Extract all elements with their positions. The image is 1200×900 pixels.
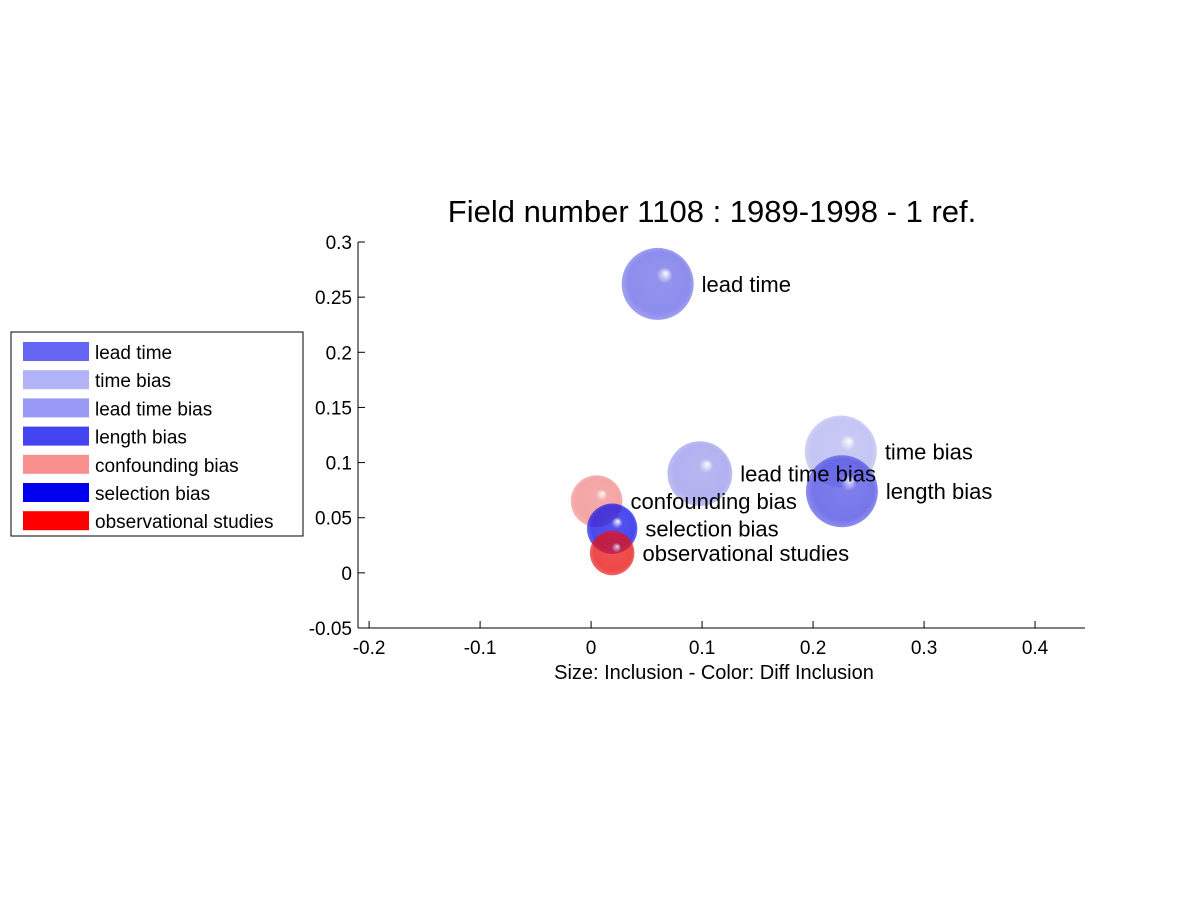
y-tick-label: 0.15 <box>315 398 352 419</box>
x-tick-label: 0.4 <box>1022 638 1049 659</box>
legend-label: lead time bias <box>95 399 212 420</box>
y-tick-label: 0.1 <box>326 454 352 475</box>
bubble-label: confounding bias <box>631 489 797 514</box>
y-tick-label: 0.3 <box>326 233 352 254</box>
legend-swatch <box>23 483 89 502</box>
y-tick-label: -0.05 <box>309 619 352 640</box>
legend: lead time time bias lead time bias length b… <box>10 331 304 537</box>
bubble-length-bias <box>805 455 878 528</box>
legend-label: length bias <box>95 428 187 449</box>
legend-swatch <box>23 454 89 474</box>
y-tick-label: 0.05 <box>315 509 352 530</box>
legend-swatch <box>23 370 89 390</box>
legend-swatch <box>23 342 89 361</box>
bubble-label: observational studies <box>642 541 849 566</box>
bubble-label: length bias <box>886 479 992 504</box>
legend-label: confounding bias <box>95 456 239 477</box>
bubble-label: lead time <box>702 272 791 297</box>
bubble-observational-studies <box>589 530 635 576</box>
bubble-label: lead time bias <box>740 462 876 487</box>
legend-label: time bias <box>95 371 171 392</box>
y-tick-label: 0 <box>341 564 352 585</box>
legend-swatch <box>23 426 89 446</box>
bubble-lead-time-bias <box>667 441 733 506</box>
x-tick-label: -0.1 <box>464 638 497 659</box>
bubble-label: selection bias <box>645 517 778 542</box>
y-tick-label: 0.25 <box>315 288 352 309</box>
legend-swatch <box>23 398 89 418</box>
bubble-label: time bias <box>885 440 973 465</box>
legend-swatch <box>23 511 89 531</box>
y-tick-label: 0.2 <box>326 343 352 364</box>
x-tick-label: 0.2 <box>800 638 826 659</box>
x-axis-label: Size: Inclusion - Color: Diff Inclusion <box>554 662 874 684</box>
bubble-labels: lead time time bias lead time bias length b… <box>631 272 993 566</box>
x-tick-label: 0 <box>586 638 597 659</box>
x-tick-label: 0.1 <box>689 638 715 659</box>
bubbles <box>570 247 878 576</box>
axes: -0.05 0 0.05 0.1 0.15 0.2 0.25 0.3 -0.2 -0.1 0 0.1 0… <box>309 233 1085 659</box>
chart-title: Field number 1108 : 1989-1998 - 1 ref. <box>448 194 976 229</box>
bubble-lead-time <box>621 247 694 320</box>
x-tick-label: -0.2 <box>353 638 386 659</box>
legend-label: lead time <box>95 343 172 364</box>
legend-label: observational studies <box>95 512 274 533</box>
x-tick-label: 0.3 <box>911 638 937 659</box>
legend-label: selection bias <box>95 484 210 505</box>
